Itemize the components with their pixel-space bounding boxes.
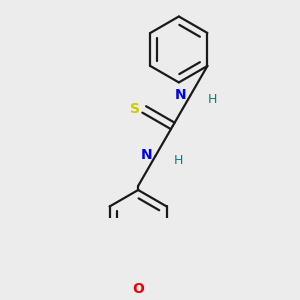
Text: N: N — [175, 88, 187, 102]
Text: N: N — [141, 148, 152, 162]
Text: H: H — [208, 93, 218, 106]
Text: S: S — [130, 102, 140, 116]
Text: H: H — [174, 154, 183, 167]
Text: O: O — [132, 282, 144, 296]
